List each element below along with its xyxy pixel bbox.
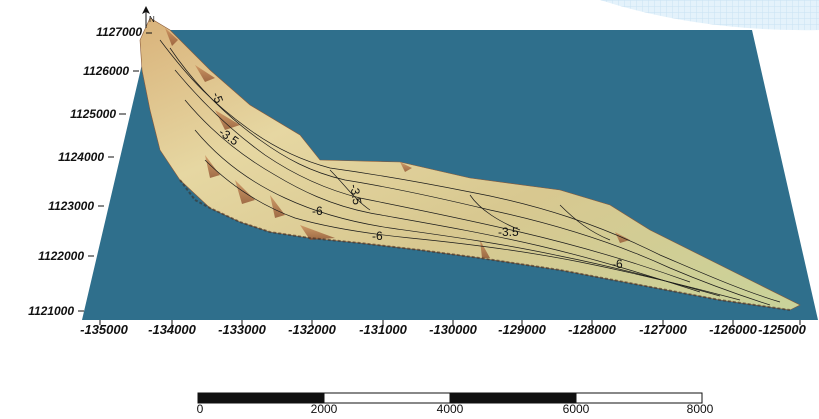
- x-axis-ticks: [99, 320, 801, 325]
- scale-bar-label: 4000: [436, 402, 464, 416]
- x-axis-label: -132000: [288, 322, 336, 337]
- x-axis-label: -130000: [429, 322, 477, 337]
- y-axis-ticks: [78, 32, 152, 312]
- y-axis-label: 1127000: [96, 25, 142, 39]
- contour-label: -6: [312, 204, 323, 218]
- y-axis-label: 1126000: [83, 64, 129, 78]
- svg-text:N: N: [149, 15, 155, 24]
- scale-bar-segment: [323, 392, 451, 404]
- scale-bar-segment: [197, 392, 325, 404]
- scale-bar-segment: [449, 392, 577, 404]
- x-axis-label: -125000: [758, 322, 806, 337]
- contour-lines: [159, 39, 781, 306]
- x-axis-label: -135000: [80, 322, 128, 337]
- scale-bar-label: 6000: [562, 402, 590, 416]
- contour-label: -6: [372, 229, 383, 243]
- north-arrow-icon: N: [142, 6, 155, 28]
- x-axis-label: -127000: [639, 322, 687, 337]
- x-axis-label: -126000: [709, 322, 757, 337]
- scale-bar-label: 0: [196, 402, 204, 416]
- scale-bar-label: 2000: [310, 402, 338, 416]
- contour-label: -3.5: [347, 183, 364, 206]
- grid-tint-area: [600, 0, 819, 31]
- scale-bar-label: 8000: [686, 402, 714, 416]
- x-axis-label: -129000: [498, 322, 546, 337]
- scale-bar-segment: [575, 392, 703, 404]
- y-axis-label: 1121000: [28, 304, 74, 318]
- x-axis-label: -134000: [148, 322, 196, 337]
- contour-label: -3.5: [498, 225, 519, 239]
- y-axis-label: 1125000: [70, 107, 116, 121]
- terrain-shadow-edge: [179, 179, 791, 311]
- scale-bar: [197, 392, 703, 404]
- x-axis-label: -128000: [568, 322, 616, 337]
- contour-label: -5: [209, 90, 226, 105]
- y-axis-label: 1123000: [48, 199, 94, 213]
- x-axis-label: -131000: [359, 322, 407, 337]
- contour-label: -6: [612, 257, 623, 271]
- y-axis-label: 1122000: [38, 249, 84, 263]
- y-axis-label: 1124000: [58, 150, 104, 164]
- x-axis-label: -133000: [218, 322, 266, 337]
